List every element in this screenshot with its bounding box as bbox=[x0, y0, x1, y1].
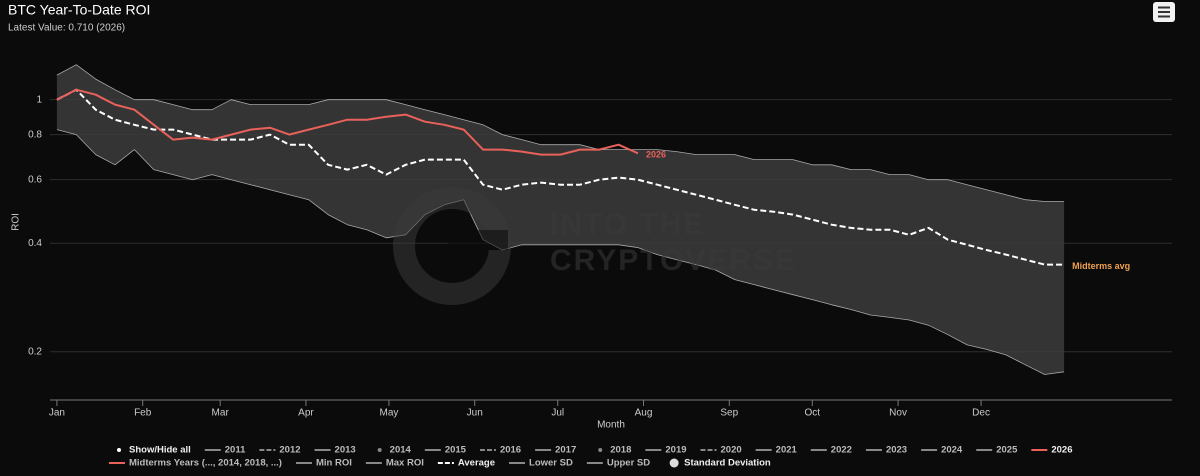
legend-item[interactable]: 2024 bbox=[921, 445, 963, 456]
legend-label: Standard Deviation bbox=[684, 458, 771, 469]
y-axis-label: ROI bbox=[11, 213, 22, 231]
legend-item[interactable]: 2015 bbox=[424, 445, 467, 456]
legend-item[interactable]: 2014 bbox=[377, 445, 412, 456]
legend-item[interactable]: Average bbox=[437, 458, 495, 469]
sd-band bbox=[56, 64, 1065, 375]
legend-item[interactable]: 2011 bbox=[204, 445, 246, 456]
legend-symbol bbox=[669, 458, 679, 468]
legend-label: 2019 bbox=[665, 445, 686, 456]
x-tick-label: Apr bbox=[298, 408, 314, 419]
legend-label: 2017 bbox=[555, 445, 576, 456]
legend-item[interactable]: 2020 bbox=[700, 445, 742, 456]
legend-label: Max ROI bbox=[386, 458, 424, 469]
x-tick-label: May bbox=[379, 408, 398, 419]
y-tick-label: 0.8 bbox=[28, 129, 42, 140]
legend-label: Midterms Years (..., 2014, 2018, ...) bbox=[129, 458, 282, 469]
legend-item[interactable]: 2017 bbox=[535, 445, 576, 456]
legend-label: Show/Hide all bbox=[129, 445, 191, 456]
legend-label: 2013 bbox=[335, 445, 356, 456]
legend-symbol bbox=[377, 448, 382, 452]
x-tick-label: Jun bbox=[467, 408, 483, 419]
legend-label: 2025 bbox=[996, 445, 1018, 456]
legend-symbol bbox=[117, 448, 121, 452]
series-line bbox=[56, 88, 1065, 266]
x-tick-label: Nov bbox=[889, 408, 907, 419]
legend-item[interactable]: 2022 bbox=[810, 445, 852, 456]
legend-label: 2021 bbox=[776, 445, 798, 456]
legend-label: Average bbox=[458, 458, 495, 469]
legend-item[interactable]: Max ROI bbox=[365, 458, 424, 469]
legend-label: 2020 bbox=[721, 445, 742, 456]
legend-label: 2012 bbox=[279, 445, 300, 456]
legend-symbol bbox=[598, 448, 603, 452]
x-tick-label: Jan bbox=[49, 408, 65, 419]
x-tick-label: Dec bbox=[972, 408, 990, 419]
legend-item[interactable]: Upper SD bbox=[586, 458, 650, 469]
series-line bbox=[56, 64, 1065, 202]
series-end-label: Midterms avg bbox=[1072, 261, 1130, 271]
legend-item[interactable]: Lower SD bbox=[509, 458, 573, 469]
legend-label: 2011 bbox=[225, 445, 246, 456]
legend-item[interactable]: 2013 bbox=[314, 445, 356, 456]
watermark-text: INTO THE bbox=[550, 208, 705, 241]
x-axis-label: Month bbox=[597, 420, 625, 431]
legend-label: 2015 bbox=[445, 445, 467, 456]
y-tick-label: 0.6 bbox=[28, 174, 42, 185]
legend-item[interactable]: Midterms Years (..., 2014, 2018, ...) bbox=[109, 458, 282, 469]
legend-item[interactable]: Standard Deviation bbox=[669, 458, 771, 469]
legend-item[interactable]: 2019 bbox=[645, 445, 687, 456]
legend-item[interactable]: 2016 bbox=[479, 445, 521, 456]
chart-title: BTC Year-To-Date ROI bbox=[8, 2, 150, 18]
legend-label: Upper SD bbox=[607, 458, 650, 469]
legend-item[interactable]: Min ROI bbox=[295, 458, 352, 469]
y-tick-label: 1 bbox=[36, 94, 42, 105]
x-tick-label: Jul bbox=[551, 408, 564, 419]
menu-button[interactable] bbox=[1153, 2, 1175, 22]
watermark: INTO THE CRYPTOVERSE bbox=[393, 187, 797, 305]
legend-label: Min ROI bbox=[316, 458, 352, 469]
legend-item[interactable]: Show/Hide all bbox=[117, 445, 191, 456]
x-tick-label: Mar bbox=[212, 408, 230, 419]
plot-area bbox=[50, 64, 1172, 375]
legend-label: Lower SD bbox=[529, 458, 573, 469]
y-tick-label: 0.2 bbox=[28, 346, 42, 357]
legend-label: 2023 bbox=[886, 445, 907, 456]
x-tick-label: Aug bbox=[635, 408, 653, 419]
legend-label: 2026 bbox=[1051, 445, 1072, 456]
legend-item[interactable]: 2025 bbox=[976, 445, 1018, 456]
x-tick-label: Oct bbox=[805, 408, 821, 419]
chart-subtitle: Latest Value: 0.710 (2026) bbox=[8, 23, 125, 34]
legend-label: 2024 bbox=[941, 445, 963, 456]
series-end-label: 2026 bbox=[646, 150, 666, 160]
legend-label: 2016 bbox=[500, 445, 521, 456]
legend-label: 2014 bbox=[390, 445, 412, 456]
watermark-text: CRYPTOVERSE bbox=[550, 244, 797, 277]
legend-label: 2022 bbox=[831, 445, 852, 456]
legend-label: 2018 bbox=[610, 445, 631, 456]
legend-item[interactable]: 2021 bbox=[755, 445, 798, 456]
legend-item[interactable]: 2018 bbox=[598, 445, 631, 456]
x-tick-label: Feb bbox=[134, 408, 152, 419]
legend-item[interactable]: 2023 bbox=[865, 445, 907, 456]
y-tick-label: 0.4 bbox=[28, 238, 42, 249]
series-line bbox=[56, 88, 639, 156]
legend-item[interactable]: 2026 bbox=[1031, 445, 1073, 456]
watermark-logo-cut bbox=[448, 230, 508, 250]
series-line bbox=[56, 129, 1065, 375]
legend-item[interactable]: 2012 bbox=[259, 445, 301, 456]
x-tick-label: Sep bbox=[720, 408, 738, 419]
